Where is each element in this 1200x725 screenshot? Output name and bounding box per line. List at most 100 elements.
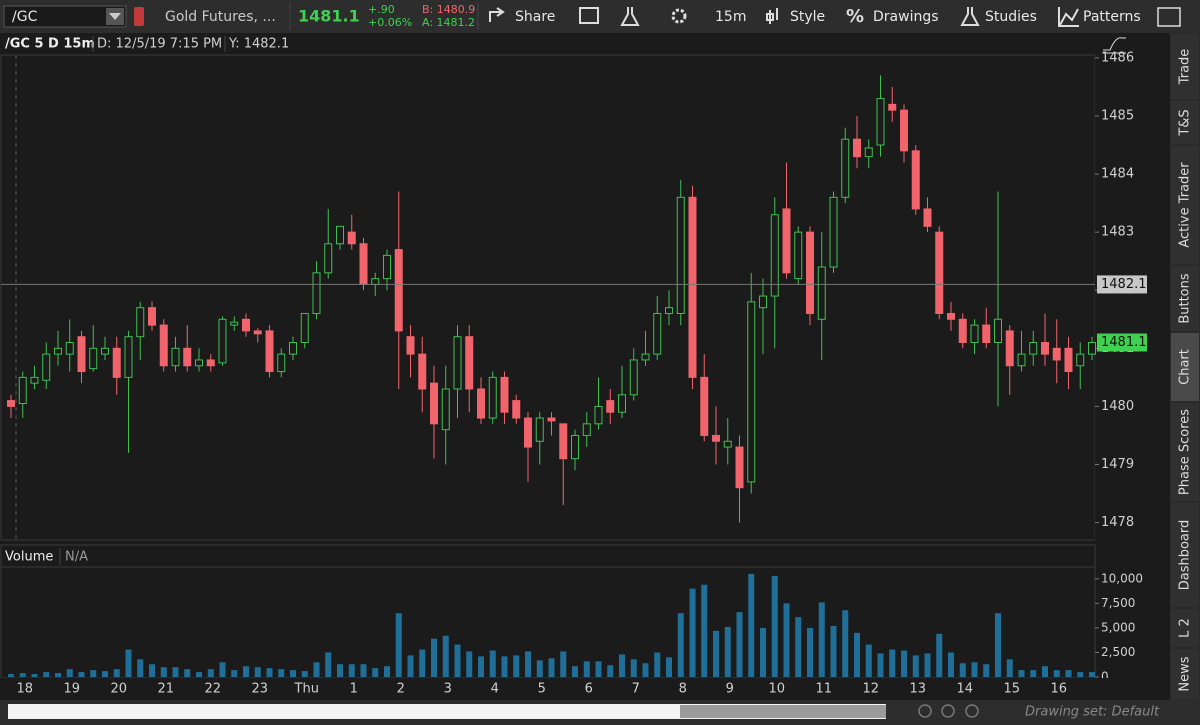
price-plot (0, 54, 1096, 541)
change: +.90 (368, 3, 395, 16)
volume-bar (278, 669, 285, 677)
volume-bar (1065, 670, 1072, 677)
volume-bar (360, 664, 367, 677)
zoom-icons[interactable] (918, 704, 979, 718)
side-tab[interactable] (1171, 34, 1199, 99)
scale-icon[interactable] (1103, 37, 1126, 54)
volume-tick-label: 2,500 (1101, 645, 1135, 659)
volume-bar (877, 653, 884, 677)
side-tab[interactable] (1171, 609, 1199, 647)
candle-body (923, 208, 932, 227)
symbol-box[interactable] (3, 5, 127, 28)
volume-bar (830, 625, 837, 677)
volume-bar (149, 664, 155, 677)
volume-bar (525, 651, 531, 677)
y-tick-label: 1486 (1101, 50, 1134, 65)
volume-bar (160, 667, 167, 677)
candle-body (441, 388, 450, 431)
x-tick-label: 23 (251, 682, 268, 697)
change-pct: +0.06% (368, 16, 412, 29)
candle-body (230, 321, 239, 326)
side-tab[interactable] (1171, 333, 1199, 401)
side-tab-label: T&S (1178, 109, 1193, 136)
candle-body (101, 347, 109, 355)
volume-bar (337, 664, 343, 677)
volume-bar (936, 633, 943, 677)
side-tab-label: Phase Scores (1178, 409, 1193, 495)
volume-bar (689, 588, 696, 677)
patterns-button[interactable]: Patterns (1083, 9, 1141, 25)
candle-body (618, 394, 626, 413)
share-button[interactable]: Share (515, 9, 555, 25)
volume-bar (995, 613, 1001, 677)
side-tab[interactable] (1171, 266, 1199, 331)
drawings-button[interactable]: Drawings (873, 9, 939, 25)
x-tick-label: 10 (768, 682, 785, 697)
y-tick-label: 1483 (1101, 225, 1134, 240)
ask: A: 1481.2 (422, 16, 475, 29)
volume-bar (137, 659, 144, 677)
toolbar (0, 0, 1200, 33)
candle-body (641, 353, 650, 361)
volume-bar (489, 650, 496, 677)
candle-body (782, 208, 791, 274)
cursor-y: Y: 1482.1 (228, 37, 289, 52)
volume-bar (736, 612, 743, 677)
candle-body (535, 417, 544, 442)
candle-body (1017, 353, 1026, 367)
style-button[interactable]: Style (790, 9, 825, 25)
candle-body (89, 347, 98, 370)
timeframe-button[interactable]: 15m (715, 9, 746, 25)
volume-bar (113, 669, 120, 677)
volume-bar (912, 655, 919, 677)
scroll-thumb[interactable] (680, 705, 886, 718)
candle-body (324, 243, 333, 274)
x-tick-label: 20 (110, 682, 127, 697)
side-tab[interactable] (1171, 649, 1199, 699)
x-tick-label: 13 (909, 682, 926, 697)
volume-bar (607, 665, 614, 677)
candle-body (747, 301, 756, 483)
dropdown-arrow (109, 13, 121, 20)
candle-body (629, 359, 638, 396)
candle-body (688, 196, 697, 378)
volume-bar (78, 672, 85, 677)
settings-icon[interactable] (671, 8, 687, 24)
volume-bar (701, 584, 708, 677)
volume-bar (372, 668, 379, 677)
flask-icon[interactable] (620, 7, 640, 26)
candle-body (359, 243, 368, 285)
candle-body (453, 336, 462, 390)
volume-bar (642, 663, 649, 677)
studies-button[interactable]: Studies (985, 9, 1037, 25)
x-tick-label: 4 (491, 682, 499, 697)
side-tab[interactable] (1171, 146, 1199, 264)
side-tab-label: News (1178, 656, 1193, 691)
candle-body (606, 400, 615, 413)
candle-body (1076, 353, 1085, 367)
volume-bar (172, 667, 179, 677)
candle-body (676, 196, 685, 314)
scroll-track[interactable] (8, 704, 886, 719)
volume-bar (760, 627, 766, 677)
alert-icon[interactable] (579, 7, 599, 24)
candle-body (488, 376, 497, 419)
side-tab[interactable] (1171, 503, 1199, 607)
volume-bar (501, 656, 508, 677)
candle-body (136, 307, 145, 338)
candle-body (594, 405, 603, 425)
candle-body (958, 318, 967, 344)
last-price: 1481.1 (298, 7, 360, 26)
candle-body (524, 417, 532, 448)
link-icon[interactable] (134, 7, 144, 26)
side-tab[interactable] (1171, 403, 1199, 501)
candle-body (1029, 342, 1038, 355)
side-tab-label: Dashboard (1178, 520, 1193, 591)
side-tab[interactable] (1171, 101, 1199, 144)
volume-bar (454, 644, 461, 677)
volume-bar (971, 662, 978, 677)
layout-icon[interactable] (1157, 7, 1181, 27)
last-price-label: 1481.1 (1101, 335, 1147, 350)
volume-bar (1006, 659, 1013, 677)
